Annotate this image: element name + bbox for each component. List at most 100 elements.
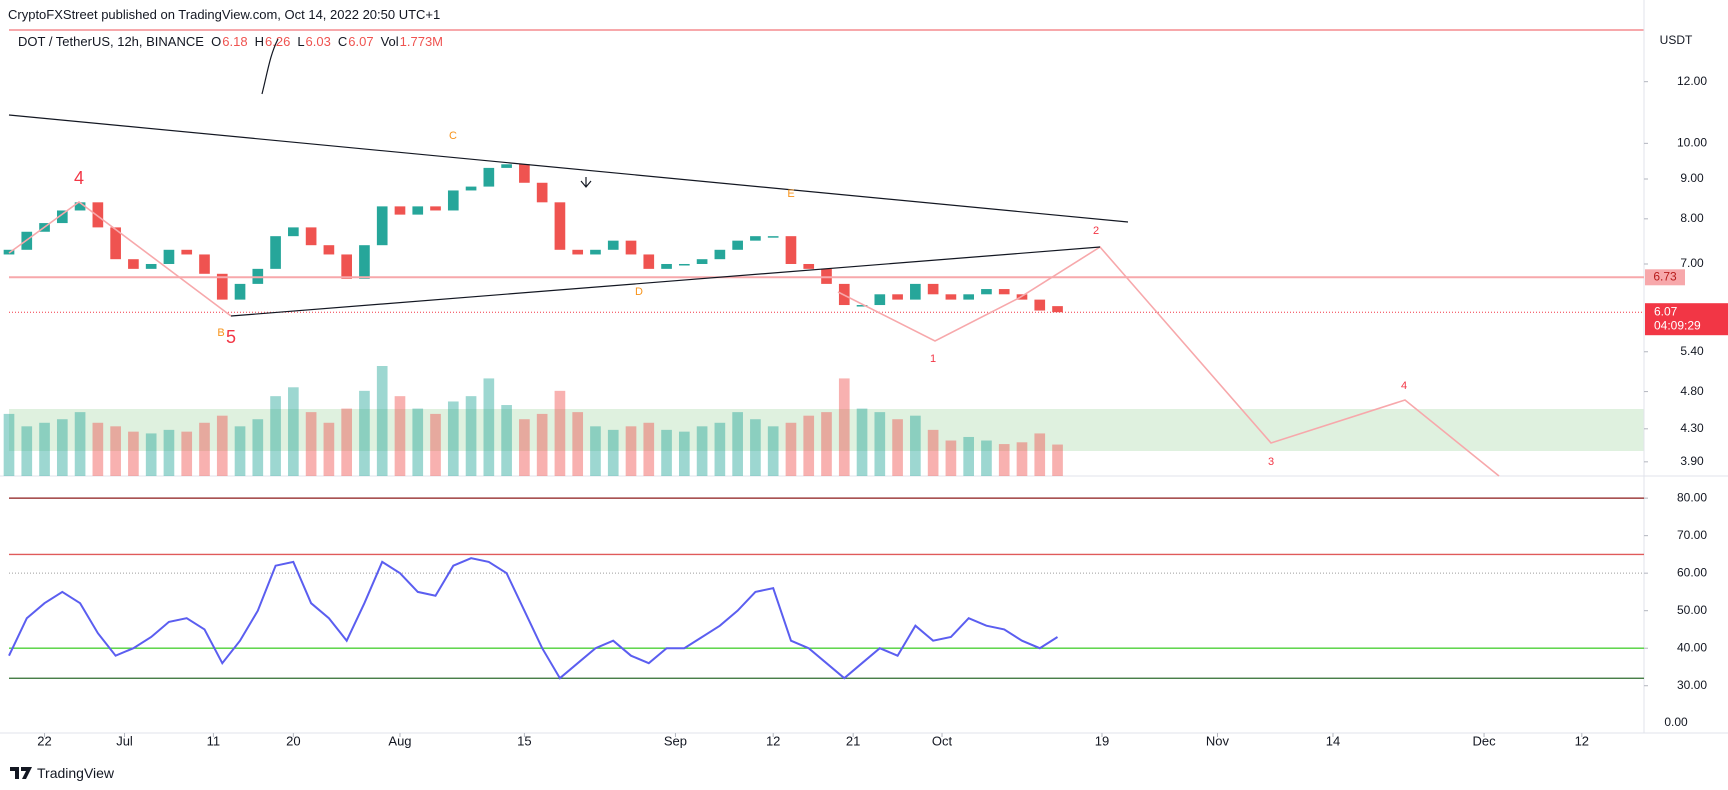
wave-label: 2 [1093, 225, 1099, 237]
x-tick-label: 12 [766, 733, 780, 748]
candle [412, 206, 424, 215]
legend-key: O [211, 34, 222, 49]
volume-bar [74, 412, 86, 476]
candle [305, 227, 317, 246]
candle [892, 294, 903, 300]
volume-bar [376, 366, 388, 476]
countdown: 04:09:29 [1654, 318, 1701, 332]
x-tick-label: 21 [846, 733, 860, 748]
candle [465, 186, 477, 191]
candle [447, 190, 459, 211]
y-tick-label: 10.00 [1677, 136, 1707, 150]
volume-bar [305, 412, 317, 476]
last-price-label: 6.07 [1654, 304, 1678, 318]
x-tick-label: 11 [207, 733, 221, 748]
volume-bar [856, 408, 868, 476]
candle [607, 240, 619, 250]
wave-label: 1 [930, 353, 936, 365]
volume-bar [252, 419, 264, 476]
y-tick-label: 70.00 [1677, 528, 1707, 542]
candle [945, 294, 957, 300]
arrow [580, 177, 592, 188]
candle [216, 273, 228, 300]
candle [394, 206, 406, 215]
scribble [261, 38, 279, 95]
candle [323, 245, 335, 255]
volume-bar [714, 422, 726, 476]
candle [643, 254, 655, 269]
x-tick-label: 22 [37, 733, 51, 748]
volume-bar [981, 440, 992, 476]
candle [359, 245, 370, 279]
candle [696, 259, 708, 264]
last-price-box [1645, 303, 1728, 336]
ohlc-values: O6.18 H6.26 L6.03 C6.07 Vol1.773M [211, 34, 450, 49]
candle [536, 182, 548, 203]
volume-bar [323, 422, 335, 476]
volume-bar [3, 413, 15, 476]
candle [927, 283, 939, 295]
volume-bar [270, 396, 281, 476]
volume-bar [92, 422, 104, 476]
x-tick-label: 12 [1575, 733, 1589, 748]
volume-bar [927, 429, 939, 476]
volume-bar [767, 426, 779, 476]
candle [519, 164, 530, 183]
y-tick-label: 0.00 [1664, 715, 1688, 729]
x-tick-label: Nov [1206, 733, 1230, 748]
volume-bar [341, 408, 352, 476]
volume-bar [590, 426, 601, 476]
candle [181, 249, 193, 255]
volume-bar [21, 426, 33, 476]
volume-bar [892, 419, 903, 476]
legend-key: Vol [380, 34, 399, 49]
x-tick-label: 15 [517, 733, 531, 748]
wave-label: 4 [1401, 380, 1407, 392]
legend-key: C [337, 34, 348, 49]
publish-header: CryptoFXStreet published on TradingView.… [8, 7, 441, 22]
candle [963, 294, 975, 300]
volume-bar [607, 429, 619, 476]
brand-name: TradingView [37, 765, 115, 781]
trendline [230, 246, 1101, 317]
candle [128, 259, 139, 269]
volume-bar [39, 422, 50, 476]
candle [501, 164, 512, 168]
y-tick-label: 4.30 [1680, 421, 1704, 435]
volume-bar [1016, 442, 1028, 476]
candle [678, 263, 690, 266]
candle [483, 167, 495, 187]
volume-bar [163, 429, 175, 476]
x-tick-label: Sep [664, 733, 687, 748]
candle [554, 202, 566, 250]
candle [767, 236, 779, 238]
y-tick-label: 40.00 [1677, 640, 1707, 654]
y-tick-label: 7.00 [1680, 256, 1704, 270]
candle [341, 254, 352, 279]
wave-label: 3 [1268, 456, 1274, 468]
price-label: 6.73 [1653, 269, 1677, 283]
candle [110, 227, 121, 260]
volume-bar [838, 378, 850, 476]
volume-bar [447, 401, 459, 476]
wave-label: E [787, 188, 794, 200]
volume-bar [998, 444, 1010, 476]
volume-bar [483, 378, 495, 476]
volume-bar [56, 419, 68, 476]
footer: TradingView [10, 765, 114, 781]
candle [874, 294, 886, 306]
volume-bar [678, 431, 690, 476]
y-tick-label: 9.00 [1680, 171, 1704, 185]
legend-value: 1.773M [399, 34, 444, 49]
volume-bar [643, 422, 655, 476]
y-tick-label: 12.00 [1677, 74, 1707, 88]
candle [732, 240, 743, 250]
symbol-title: DOT / TetherUS, 12h, BINANCE [18, 34, 204, 49]
candle [998, 289, 1010, 295]
x-tick-label: 14 [1326, 733, 1340, 748]
volume-bar [750, 419, 761, 476]
candle [714, 249, 726, 260]
candle [288, 227, 299, 237]
